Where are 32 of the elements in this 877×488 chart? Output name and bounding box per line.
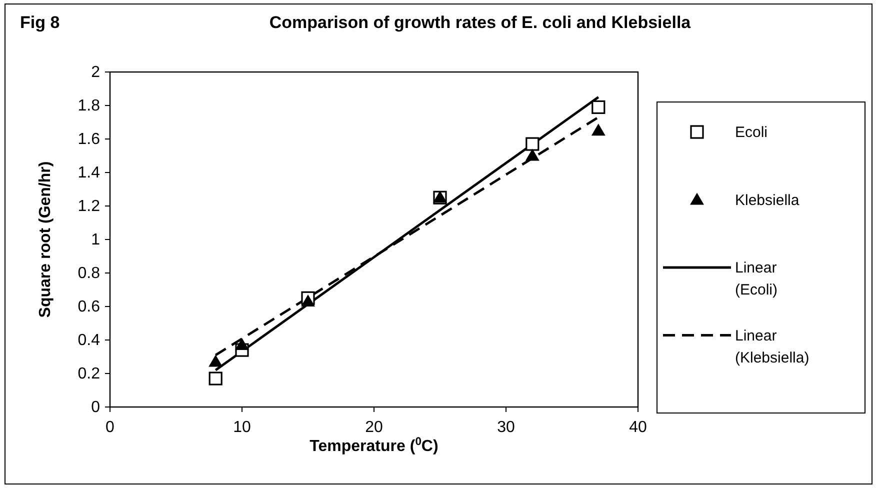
point: [592, 100, 606, 114]
x-tick-label: 20: [365, 419, 383, 436]
x-axis-title: Temperature ($^{0}$C): [310, 436, 438, 455]
x-tick-label: 10: [233, 419, 251, 436]
x-tick-label: 40: [629, 419, 647, 436]
y-tick-label: 2: [91, 64, 100, 81]
y-tick-label: 1: [91, 232, 100, 248]
point: [235, 338, 249, 350]
y-tick-label: 1.6: [78, 131, 100, 148]
y-tick-label: 1.8: [78, 98, 100, 114]
point: [591, 124, 606, 136]
y-tick-label: 0.8: [78, 265, 100, 282]
y-tick-label: 1.4: [78, 164, 100, 182]
point: [526, 137, 540, 151]
y-tick-label: 0.4: [78, 332, 100, 349]
legend-label: Linear (Klebsiella): [735, 327, 810, 366]
chart-title: Comparison of growth rates of E. coli and Klebsiella: [269, 13, 692, 32]
y-tick-label: 0.2: [78, 366, 100, 382]
point: [525, 148, 540, 161]
caption: Fig 8: [20, 13, 60, 32]
x-tick-label: 30: [497, 419, 515, 436]
y-tick-label: 0.6: [78, 298, 100, 316]
point: [208, 372, 222, 386]
point: [301, 294, 315, 306]
y-tick-label: 0: [91, 399, 100, 416]
legend-label: Klebsiella: [735, 192, 800, 209]
point: [208, 354, 223, 367]
legend-label: Linear (Ecoli): [735, 260, 778, 298]
x-tick-label: 0: [106, 419, 115, 436]
y-tick-label: 1.2: [78, 198, 100, 215]
y-axis-title: Square root (Gen/hr): [37, 161, 54, 318]
legend-label: Ecoli: [735, 124, 768, 141]
